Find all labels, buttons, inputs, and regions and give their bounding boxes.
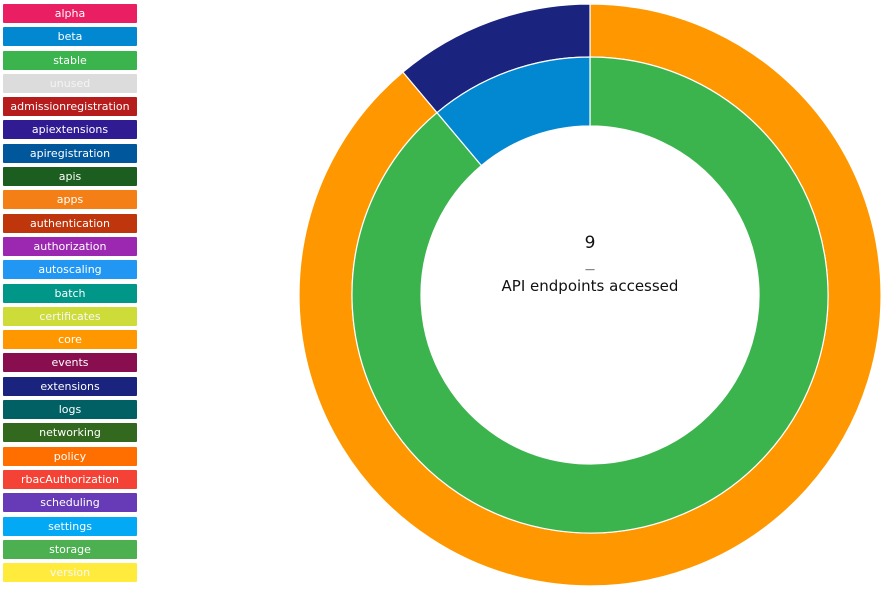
legend-item-rbacauthorization[interactable]: rbacAuthorization <box>3 469 137 489</box>
legend-item-extensions[interactable]: extensions <box>3 376 137 396</box>
legend-item-apps[interactable]: apps <box>3 190 137 210</box>
legend-item-authentication[interactable]: authentication <box>3 213 137 233</box>
center-caption: API endpoints accessed <box>502 277 679 295</box>
legend-item-alpha[interactable]: alpha <box>3 4 137 23</box>
legend-item-scheduling[interactable]: scheduling <box>3 493 137 513</box>
legend-item-unused[interactable]: unused <box>3 73 137 93</box>
legend-item-authorization[interactable]: authorization <box>3 236 137 256</box>
legend-item-storage[interactable]: storage <box>3 539 137 559</box>
legend-item-core[interactable]: core <box>3 330 137 350</box>
legend-item-batch[interactable]: batch <box>3 283 137 303</box>
legend-item-apiextensions[interactable]: apiextensions <box>3 120 137 140</box>
legend-item-apis[interactable]: apis <box>3 167 137 187</box>
legend-item-networking[interactable]: networking <box>3 423 137 443</box>
legend-item-settings[interactable]: settings <box>3 516 137 536</box>
legend-item-autoscaling[interactable]: autoscaling <box>3 260 137 280</box>
legend-item-policy[interactable]: policy <box>3 446 137 466</box>
legend-item-events[interactable]: events <box>3 353 137 373</box>
legend-item-version[interactable]: version <box>3 563 137 583</box>
legend-item-certificates[interactable]: certificates <box>3 306 137 326</box>
center-separator: __ <box>585 261 596 271</box>
inner-slice-beta[interactable] <box>436 56 591 167</box>
legend-item-admissionregistration[interactable]: admissionregistration <box>3 97 137 117</box>
legend-item-stable[interactable]: stable <box>3 50 137 70</box>
legend-item-logs[interactable]: logs <box>3 400 137 420</box>
legend: alpha beta stable unused admissionregistrati… <box>3 4 137 586</box>
legend-item-apiregistration[interactable]: apiregistration <box>3 143 137 163</box>
center-value: 9 <box>585 233 596 253</box>
inner-slice-stable[interactable] <box>351 56 829 534</box>
legend-item-beta[interactable]: beta <box>3 27 137 47</box>
inner-ring <box>351 56 829 534</box>
